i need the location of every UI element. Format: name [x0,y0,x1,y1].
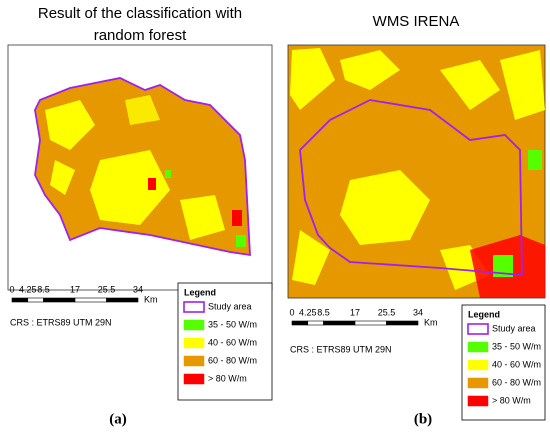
legend-label: 60 - 80 W/m [208,355,257,365]
legend-swatch [467,323,489,335]
legend-swatch [467,377,489,389]
panel-title: WMS IRENA [373,13,460,30]
legend-label: > 80 W/m [208,373,247,383]
scale-label: 8.5 [37,284,50,294]
map-a [7,44,273,291]
caption: (a) [109,411,127,427]
legend-swatch [467,395,489,407]
scale-label: 17 [350,307,360,317]
legend-title: Legend [184,287,216,297]
legend-label: > 80 W/m [492,395,531,405]
scale-label: 34 [413,307,423,317]
legend-label: 40 - 60 W/m [208,337,257,347]
caption: (b) [414,411,432,427]
legend-swatch [467,359,489,371]
legend-label: 40 - 60 W/m [492,359,541,369]
legend-swatch [467,341,489,353]
crs-label: CRS : ETRS89 UTM 29N [290,344,392,354]
legend-swatch [183,319,205,331]
scale-segment [43,297,76,303]
legend-label: Study area [492,323,536,333]
scale-unit: Km [424,317,438,327]
panel-title: Result of the classification with [38,5,242,22]
map-b [287,44,546,299]
legend-swatch [183,337,205,349]
scale-label: 0 [9,284,14,294]
legend-swatch [183,301,205,313]
scale-label: 25.5 [378,307,396,317]
scale-segment [27,297,44,303]
scale-segment [307,320,324,326]
scale-segment [74,297,107,303]
scale-segment [291,320,309,326]
scale-label: 17 [70,284,80,294]
scale-segment [386,320,419,326]
scale-segment [106,297,139,303]
scale-segment [11,297,29,303]
legend-swatch [183,355,205,367]
scale-label: 8.5 [317,307,330,317]
legend-label: 35 - 50 W/m [492,341,541,351]
scale-label: 4.25 [19,284,37,294]
scale-label: 25.5 [98,284,116,294]
scale-label: 0 [289,307,294,317]
legend-label: 60 - 80 W/m [492,377,541,387]
legend-swatch [183,373,205,385]
legend-label: 35 - 50 W/m [208,319,257,329]
scale-unit: Km [144,294,158,304]
scale-label: 34 [133,284,143,294]
crs-label: CRS : ETRS89 UTM 29N [10,317,112,327]
panel-title: random forest [94,27,187,44]
legend-title: Legend [468,309,500,319]
legend-label: Study area [208,301,252,311]
scale-segment [354,320,387,326]
scale-label: 4.25 [299,307,317,317]
scale-segment [323,320,356,326]
